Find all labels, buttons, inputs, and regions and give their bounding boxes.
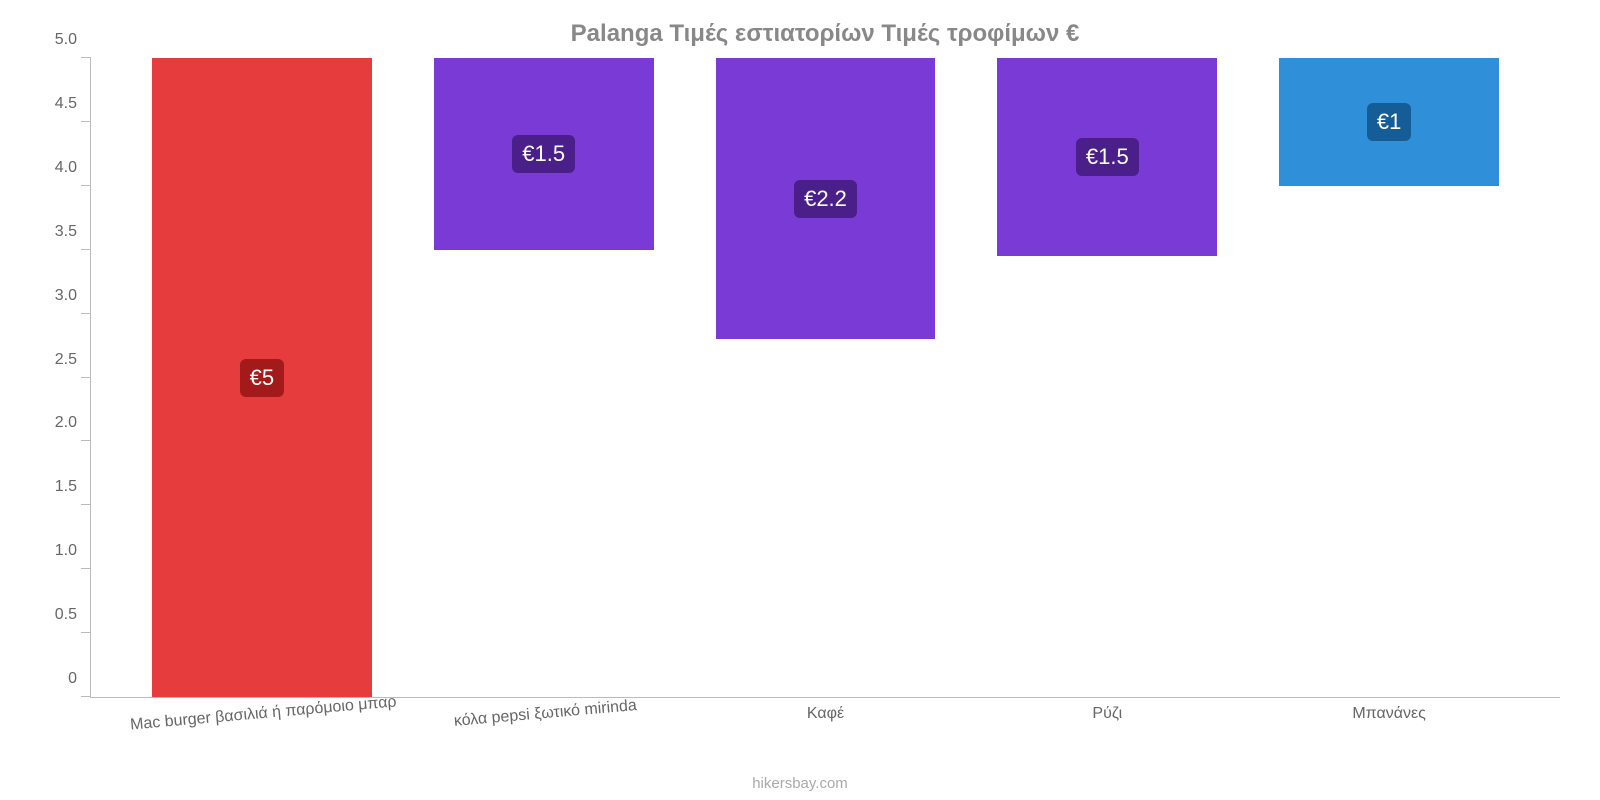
y-tick-label: 5.0	[55, 31, 77, 49]
y-tick-label: 1.0	[55, 542, 77, 560]
bars-group: €5 €1.5 €2.2 €1.5 €1	[91, 58, 1560, 697]
plot-area: €5€1.5€2.2€1.5€1 Mac burger βασιλιά ή πα…	[90, 58, 1560, 698]
y-tick-label: 4.0	[55, 159, 77, 177]
bar-value-label: €1	[1367, 103, 1411, 141]
bar-slot: €1.5	[403, 58, 685, 697]
y-tick	[81, 632, 91, 633]
bar-slot: €2.2	[685, 58, 967, 697]
y-tick	[81, 185, 91, 186]
bar: €5	[152, 58, 372, 697]
bar: €1.5	[434, 58, 654, 250]
bar: €1.5	[997, 58, 1217, 256]
bar-value-label: €2.2	[794, 180, 857, 218]
y-tick	[81, 249, 91, 250]
y-tick-label: 0.5	[55, 606, 77, 624]
y-tick	[81, 313, 91, 314]
x-axis-label: Μπανάνες	[1248, 697, 1530, 723]
bar-slot: €1	[1248, 58, 1530, 697]
x-axis-label: Καφέ	[685, 697, 967, 723]
y-tick-label: 1.5	[55, 478, 77, 496]
bar: €2.2	[716, 58, 936, 339]
y-tick-label: 3.0	[55, 287, 77, 305]
y-tick-label: 0	[68, 670, 77, 688]
bar-value-label: €5	[240, 359, 284, 397]
x-axis-label: Ρύζι	[966, 697, 1248, 723]
y-tick	[81, 377, 91, 378]
bar-slot: €5	[121, 58, 403, 697]
y-tick	[81, 440, 91, 441]
y-tick-label: 4.5	[55, 95, 77, 113]
y-tick	[81, 504, 91, 505]
y-tick-label: 3.5	[55, 223, 77, 241]
y-tick-label: 2.0	[55, 414, 77, 432]
chart-container: Palanga Τιμές εστιατορίων Τιμές τροφίμων…	[0, 0, 1600, 800]
bar-slot: €1.5	[966, 58, 1248, 697]
credit-text: hikersbay.com	[0, 775, 1600, 792]
bar: €1	[1279, 58, 1499, 186]
x-axis-labels: Mac burger βασιλιά ή παρόμοιο μπαρκόλα p…	[91, 697, 1560, 723]
y-tick	[81, 568, 91, 569]
chart-title: Palanga Τιμές εστιατορίων Τιμές τροφίμων…	[90, 12, 1560, 58]
bar-value-label: €1.5	[512, 135, 575, 173]
y-tick	[81, 57, 91, 58]
bar-value-label: €1.5	[1076, 138, 1139, 176]
y-tick	[81, 696, 91, 697]
y-tick	[81, 121, 91, 122]
y-tick-label: 2.5	[55, 351, 77, 369]
